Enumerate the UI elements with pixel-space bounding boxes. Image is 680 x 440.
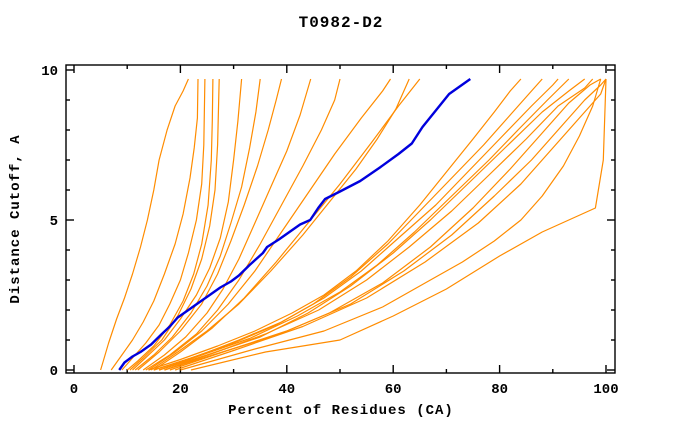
chart-title: T0982-D2 xyxy=(299,14,384,32)
x-tick-label: 60 xyxy=(385,382,402,398)
x-tick-label: 40 xyxy=(278,382,295,398)
model-curve xyxy=(169,78,607,371)
x-axis-label: Percent of Residues (CA) xyxy=(228,403,454,419)
y-tick-label: 0 xyxy=(50,364,58,380)
y-axis-label: Distance Cutoff, A xyxy=(8,134,24,303)
model-curve xyxy=(148,78,522,371)
x-tick-label: 0 xyxy=(70,382,78,398)
model-curve xyxy=(121,78,206,371)
model-curve xyxy=(180,78,602,371)
model-curve xyxy=(137,78,283,371)
model-curve xyxy=(190,78,607,371)
y-tick-label: 10 xyxy=(41,64,58,80)
axis-tick-labels: 0 20 40 60 80 100 0 5 10 xyxy=(41,64,618,398)
x-tick-label: 80 xyxy=(491,382,508,398)
model-curve xyxy=(145,78,341,371)
model-curve xyxy=(153,78,559,371)
model-curve xyxy=(110,78,199,371)
model-curve xyxy=(164,78,594,371)
axis-ticks xyxy=(66,65,615,373)
model-curve xyxy=(174,78,607,371)
x-tick-label: 20 xyxy=(172,382,189,398)
plot-border xyxy=(65,64,616,374)
model-curve xyxy=(148,78,392,371)
highlighted-model-curve xyxy=(118,78,471,371)
model-curve xyxy=(142,78,312,371)
model-curves xyxy=(100,78,607,371)
x-tick-label: 100 xyxy=(593,382,618,398)
model-curve xyxy=(158,78,586,371)
model-curve xyxy=(153,78,421,371)
model-curve xyxy=(129,78,220,371)
y-tick-label: 5 xyxy=(50,214,58,230)
model-curve xyxy=(132,78,243,371)
model-curve xyxy=(153,78,543,371)
model-curve xyxy=(100,78,189,371)
model-curve xyxy=(158,78,570,371)
model-curve xyxy=(134,78,261,371)
model-curve xyxy=(126,78,214,371)
model-curve xyxy=(150,78,410,371)
